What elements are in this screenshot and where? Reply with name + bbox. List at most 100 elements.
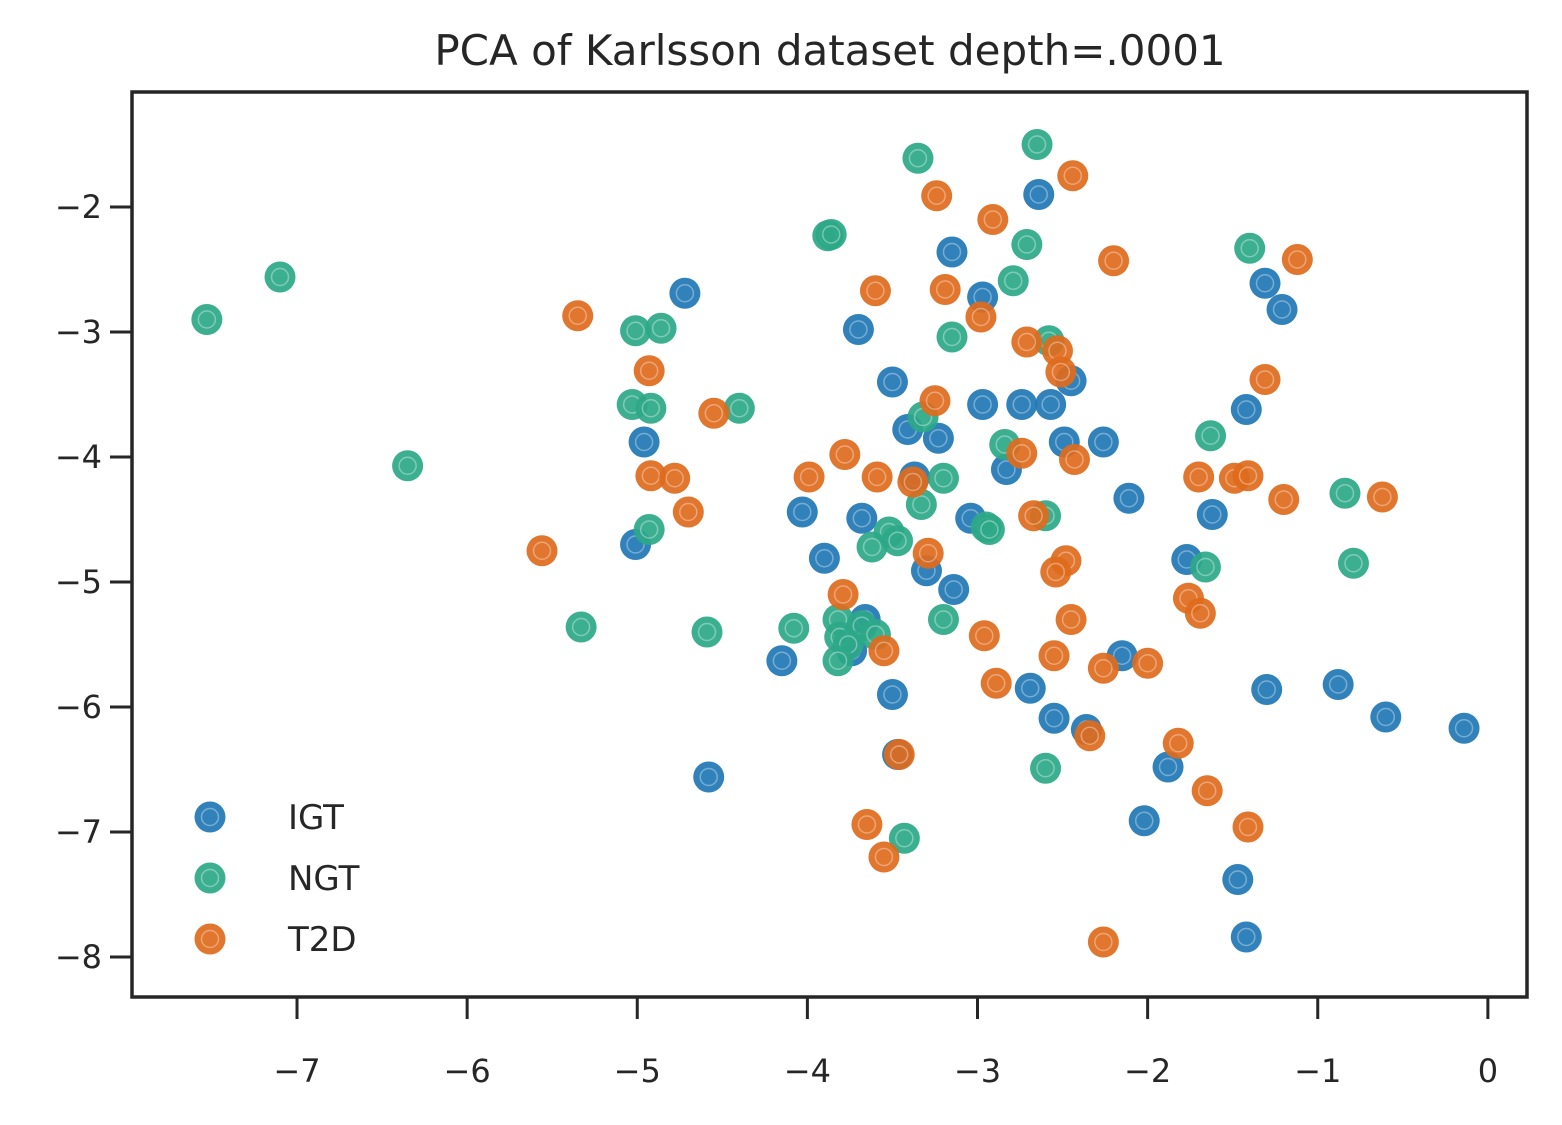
x-axis: −7 −6 −5 −4 −3 −2 −1 0 xyxy=(273,997,1498,1090)
data-point-t2d xyxy=(1087,926,1119,958)
data-point-igt xyxy=(1249,267,1281,299)
y-tick-label: −3 xyxy=(55,313,102,351)
data-point-igt xyxy=(1322,669,1354,700)
data-point-t2d xyxy=(919,385,951,417)
data-point-t2d xyxy=(861,461,893,493)
data-point-igt xyxy=(936,236,968,268)
data-point-t2d xyxy=(1038,640,1070,672)
legend-marker-t2d xyxy=(194,923,226,955)
data-point-igt xyxy=(628,426,660,458)
data-point-t2d xyxy=(921,180,953,212)
data-point-igt xyxy=(846,502,878,534)
series-igt xyxy=(620,179,1480,953)
data-point-t2d xyxy=(562,300,594,332)
x-tick-label: −3 xyxy=(954,1052,1001,1090)
data-point-igt xyxy=(1152,751,1184,783)
data-point-ngt xyxy=(1337,547,1369,579)
data-point-t2d xyxy=(1281,244,1313,275)
data-point-t2d xyxy=(1045,356,1077,388)
legend-item-ngt: NGT xyxy=(194,859,360,899)
data-point-ngt xyxy=(856,531,888,563)
x-tick-label: −6 xyxy=(444,1052,491,1090)
data-point-t2d xyxy=(1232,460,1264,492)
data-point-t2d xyxy=(1057,160,1089,192)
data-point-t2d xyxy=(1011,326,1043,358)
data-point-t2d xyxy=(859,275,891,307)
data-point-t2d xyxy=(1018,500,1050,532)
data-point-igt xyxy=(876,366,908,398)
data-point-t2d xyxy=(1074,720,1106,752)
data-point-t2d xyxy=(1098,245,1130,277)
data-point-t2d xyxy=(698,397,730,429)
data-point-ngt xyxy=(902,142,934,174)
data-point-t2d xyxy=(526,535,558,567)
data-point-ngt xyxy=(1329,477,1361,509)
data-point-t2d xyxy=(851,809,883,840)
data-point-ngt xyxy=(620,315,652,347)
data-point-igt xyxy=(1230,394,1262,425)
x-tick-label: −5 xyxy=(614,1052,661,1090)
series-t2d xyxy=(526,160,1398,958)
data-point-igt xyxy=(669,277,701,309)
data-point-t2d xyxy=(829,439,861,470)
data-point-t2d xyxy=(1268,484,1300,515)
data-point-ngt xyxy=(723,392,755,424)
data-point-igt xyxy=(1230,921,1262,953)
chart-title: PCA of Karlsson dataset depth=.0001 xyxy=(434,26,1225,75)
x-tick-label: −7 xyxy=(273,1052,320,1090)
legend-label: NGT xyxy=(288,859,360,899)
data-point-ngt xyxy=(1195,420,1227,452)
data-point-ngt xyxy=(882,525,914,557)
data-point-t2d xyxy=(1058,444,1090,475)
data-point-igt xyxy=(808,542,840,574)
data-point-ngt xyxy=(1021,129,1053,160)
data-point-t2d xyxy=(977,204,1009,235)
data-point-igt xyxy=(786,496,818,528)
data-point-t2d xyxy=(659,462,691,494)
data-point-t2d xyxy=(1162,727,1194,759)
data-point-igt xyxy=(1087,426,1119,458)
points-layer xyxy=(191,129,1480,958)
data-point-ngt xyxy=(927,604,959,635)
data-point-igt xyxy=(1113,482,1145,514)
data-point-ngt xyxy=(1011,229,1043,260)
data-point-ngt xyxy=(973,514,1005,545)
data-point-ngt xyxy=(822,645,854,677)
data-point-t2d xyxy=(980,667,1012,699)
data-point-ngt xyxy=(191,304,223,335)
data-point-ngt xyxy=(888,822,920,854)
data-point-ngt xyxy=(565,611,597,643)
data-point-t2d xyxy=(672,496,704,528)
data-point-t2d xyxy=(1006,437,1038,469)
data-point-ngt xyxy=(264,261,296,293)
data-point-ngt xyxy=(778,612,810,644)
data-point-t2d xyxy=(1087,652,1119,684)
data-point-ngt xyxy=(1030,752,1062,784)
data-point-t2d xyxy=(1055,604,1087,635)
legend-item-t2d: T2D xyxy=(194,920,357,960)
data-point-igt xyxy=(876,679,908,710)
data-point-ngt xyxy=(997,265,1029,297)
x-tick-label: −4 xyxy=(784,1052,831,1090)
data-point-igt xyxy=(1038,702,1070,734)
legend-label: T2D xyxy=(287,920,357,960)
data-point-t2d xyxy=(635,460,667,492)
data-point-ngt xyxy=(635,392,667,424)
data-point-t2d xyxy=(929,274,961,305)
data-point-ngt xyxy=(815,219,847,250)
data-point-ngt xyxy=(927,462,959,494)
x-tick-label: −1 xyxy=(1294,1052,1341,1090)
y-tick-label: −8 xyxy=(55,938,102,976)
data-point-t2d xyxy=(912,537,944,569)
y-tick-label: −7 xyxy=(55,813,102,851)
data-point-igt xyxy=(1222,864,1254,895)
data-point-ngt xyxy=(633,514,665,545)
x-tick-label: −2 xyxy=(1124,1052,1171,1090)
legend-item-igt: IGT xyxy=(194,798,344,838)
y-tick-label: −5 xyxy=(55,563,102,601)
data-point-t2d xyxy=(897,466,929,498)
data-point-t2d xyxy=(1191,775,1223,807)
data-point-igt xyxy=(1196,499,1228,530)
data-point-t2d xyxy=(968,620,1000,652)
